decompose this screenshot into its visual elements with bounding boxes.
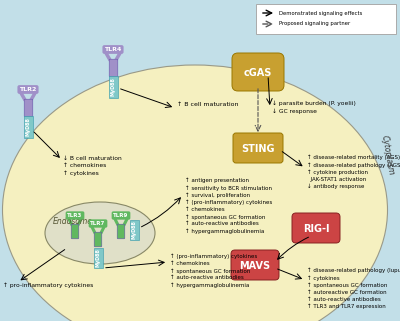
- FancyBboxPatch shape: [232, 53, 284, 91]
- FancyBboxPatch shape: [231, 250, 279, 280]
- Text: ↑ (pro-inflammatory) cytokines
↑ chemokines
↑ spontaneous GC formation
↑ auto-re: ↑ (pro-inflammatory) cytokines ↑ chemoki…: [170, 254, 257, 288]
- Text: Cytoplasm: Cytoplasm: [380, 134, 396, 176]
- Text: ↓ parasite burden (P. yoelii)
↓ GC response: ↓ parasite burden (P. yoelii) ↓ GC respo…: [272, 101, 356, 114]
- Text: ↑ B cell maturation: ↑ B cell maturation: [177, 102, 238, 108]
- Text: MyD88: MyD88: [96, 248, 100, 267]
- Text: MAVS: MAVS: [240, 261, 270, 271]
- Text: Proposed signaling partner: Proposed signaling partner: [279, 22, 350, 27]
- Text: ↑ antigen presentation
↑ sensitivity to BCR stimulation
↑ survival, proliferatio: ↑ antigen presentation ↑ sensitivity to …: [185, 178, 272, 234]
- Text: ↑ disease-related pathology (lupus)
↑ cytokines
↑ spontaneous GC formation
↑ aut: ↑ disease-related pathology (lupus) ↑ cy…: [307, 268, 400, 309]
- Text: Endosome: Endosome: [53, 216, 93, 225]
- Text: MyD88: MyD88: [110, 78, 116, 96]
- Text: TLR2: TLR2: [19, 87, 37, 92]
- FancyBboxPatch shape: [94, 232, 102, 247]
- FancyBboxPatch shape: [292, 213, 340, 243]
- FancyBboxPatch shape: [71, 224, 79, 239]
- Text: MyD88: MyD88: [132, 221, 136, 239]
- FancyBboxPatch shape: [130, 220, 139, 240]
- FancyBboxPatch shape: [24, 116, 33, 138]
- FancyBboxPatch shape: [256, 4, 396, 34]
- FancyBboxPatch shape: [117, 224, 125, 239]
- FancyBboxPatch shape: [24, 99, 33, 117]
- Text: ↑ pro-inflammatory cytokines: ↑ pro-inflammatory cytokines: [3, 282, 93, 288]
- Text: RIG-I: RIG-I: [303, 224, 329, 234]
- Text: ↓ B cell maturation
↑ chemokines
↑ cytokines: ↓ B cell maturation ↑ chemokines ↑ cytok…: [63, 156, 122, 176]
- FancyBboxPatch shape: [109, 76, 118, 98]
- Text: cGAS: cGAS: [244, 68, 272, 78]
- Text: TLR7: TLR7: [90, 221, 106, 226]
- Text: ↑ disease-related mortality (AGS)
↑ disease-related pathology (AGS)
↑ cytokine p: ↑ disease-related mortality (AGS) ↑ dise…: [307, 155, 400, 189]
- Text: TLR3: TLR3: [67, 213, 83, 218]
- Text: TLR9: TLR9: [113, 213, 129, 218]
- Ellipse shape: [2, 65, 388, 321]
- Text: MyD88: MyD88: [26, 117, 30, 136]
- FancyBboxPatch shape: [109, 59, 118, 77]
- Text: TLR4: TLR4: [104, 47, 122, 52]
- Text: STING: STING: [241, 144, 275, 154]
- Text: Demonstrated signaling effects: Demonstrated signaling effects: [279, 11, 362, 15]
- FancyBboxPatch shape: [94, 248, 103, 268]
- FancyBboxPatch shape: [233, 133, 283, 163]
- Ellipse shape: [45, 202, 155, 264]
